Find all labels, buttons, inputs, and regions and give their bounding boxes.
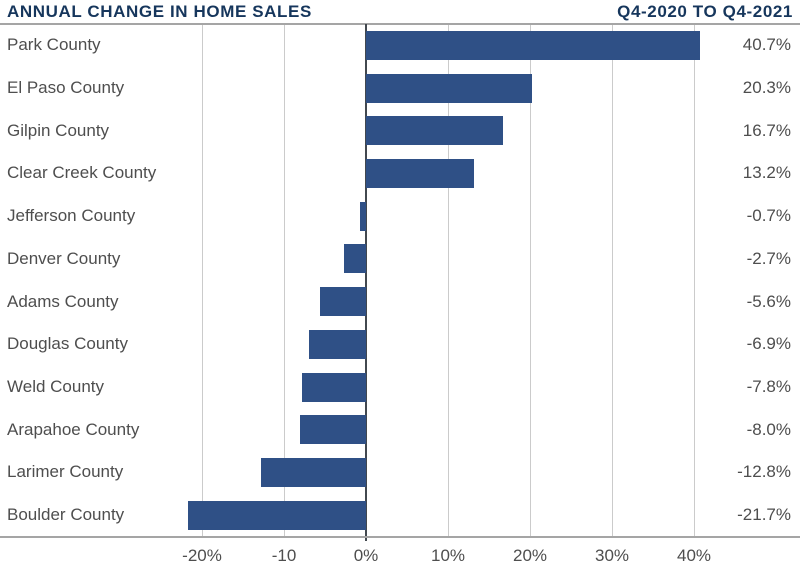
gridline (202, 25, 203, 536)
bar-adams-county (320, 287, 366, 317)
value-label: 13.2% (742, 163, 791, 183)
bar-el-paso-county (366, 73, 533, 103)
chart-subtitle: Q4-2020 TO Q4-2021 (617, 1, 793, 21)
bar-arapahoe-county (300, 415, 366, 445)
bar-jefferson-county (360, 201, 366, 231)
bar-larimer-county (261, 457, 366, 487)
x-axis-tick-label: 10% (430, 546, 466, 565)
x-axis-tick-label: -10 (271, 546, 297, 565)
category-label: Denver County (7, 248, 121, 268)
gridline (448, 25, 449, 536)
gridline (612, 25, 613, 536)
value-label: 16.7% (742, 120, 791, 140)
bar-denver-county (343, 244, 366, 274)
category-label: Park County (7, 35, 101, 55)
gridline (530, 25, 531, 536)
bar-douglas-county (309, 329, 366, 359)
value-label: -2.7% (746, 248, 791, 268)
bar-boulder-county (188, 500, 366, 530)
header-divider-line (0, 23, 800, 25)
category-label: Jefferson County (7, 206, 136, 226)
bar-weld-county (302, 372, 366, 402)
x-axis-tick-label: -20% (182, 546, 222, 565)
category-label: Larimer County (7, 462, 124, 482)
value-label: -5.6% (746, 291, 791, 311)
value-label: -12.8% (737, 462, 791, 482)
value-label: 20.3% (742, 78, 791, 98)
bar-clear-creek-county (366, 158, 475, 188)
x-axis-tick-label: 0% (353, 546, 379, 565)
category-label: Douglas County (7, 334, 128, 354)
value-label: -7.8% (746, 377, 791, 397)
bar-park-county (366, 30, 700, 60)
x-axis-line (0, 536, 800, 538)
category-label: Weld County (7, 377, 105, 397)
category-label: Adams County (7, 291, 119, 311)
value-label: -6.9% (746, 334, 791, 354)
bar-gilpin-county (366, 116, 503, 146)
category-label: El Paso County (7, 78, 125, 98)
x-axis-tick-label: 20% (512, 546, 548, 565)
value-label: -8.0% (746, 419, 791, 439)
value-label: -21.7% (737, 505, 791, 525)
value-label: 40.7% (742, 35, 791, 55)
category-label: Gilpin County (7, 120, 110, 140)
x-axis-tick-label: 30% (594, 546, 630, 565)
gridline (284, 25, 285, 536)
chart-header: ANNUAL CHANGE IN HOME SALES Q4-2020 TO Q… (0, 0, 800, 23)
category-label: Clear Creek County (7, 163, 157, 183)
category-label: Arapahoe County (7, 419, 140, 439)
gridline (694, 25, 695, 536)
category-label: Boulder County (7, 505, 125, 525)
chart-title: ANNUAL CHANGE IN HOME SALES (7, 1, 312, 21)
value-label: -0.7% (746, 206, 791, 226)
x-axis-tick-label: 40% (676, 546, 712, 565)
zero-axis-line (365, 24, 367, 541)
